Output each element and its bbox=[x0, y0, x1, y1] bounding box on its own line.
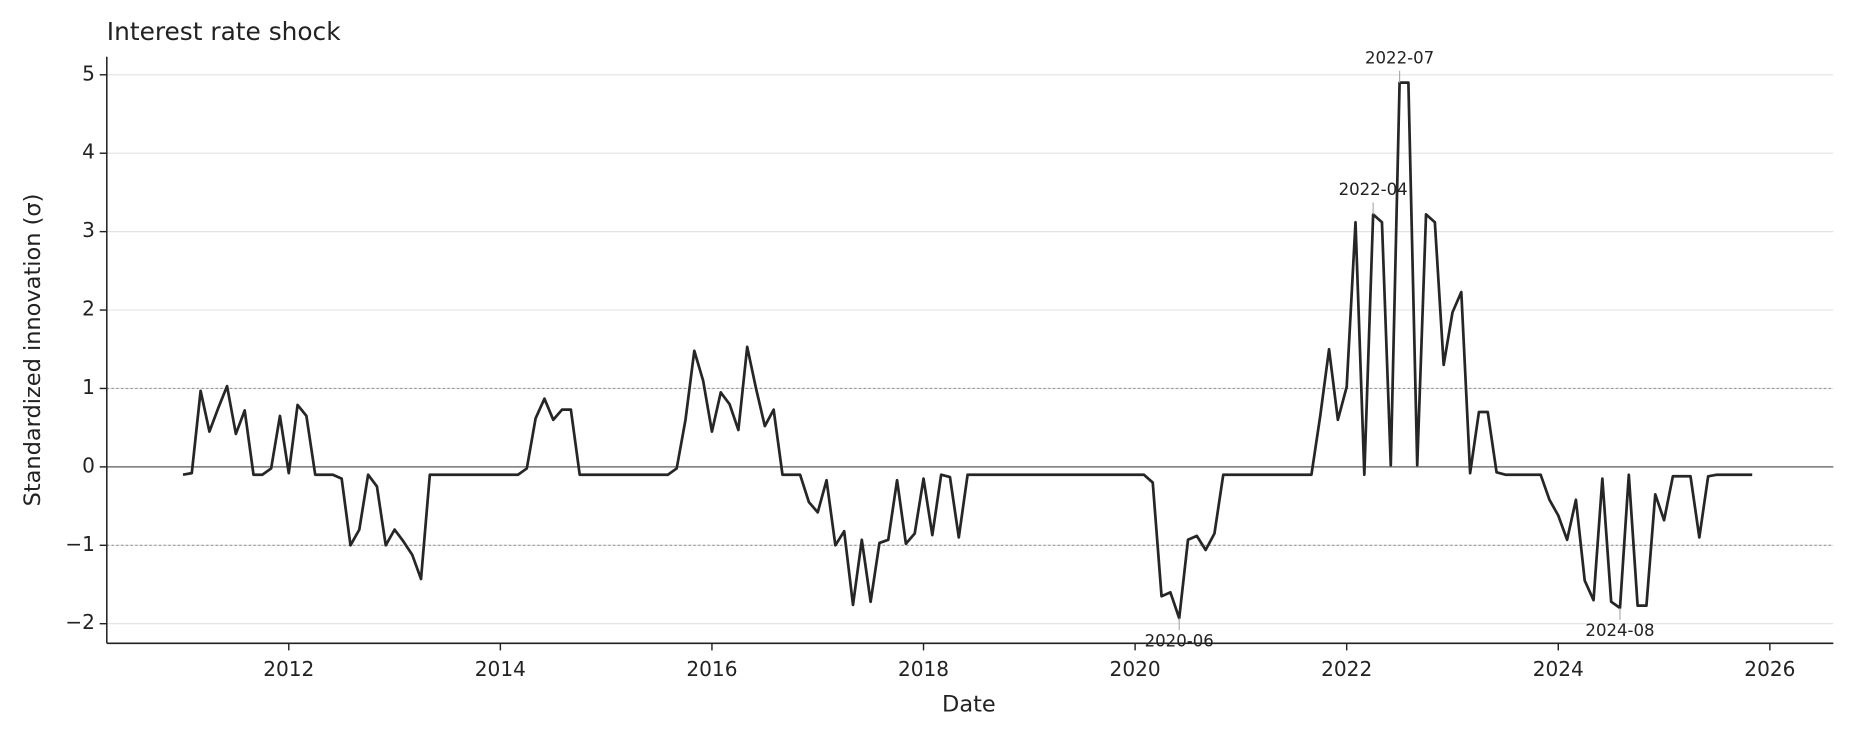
y-axis-label: Standardized innovation (σ) bbox=[20, 194, 46, 507]
y-tick-label: −2 bbox=[65, 610, 95, 634]
y-tick-label: 0 bbox=[82, 453, 95, 477]
x-tick-label: 2022 bbox=[1321, 657, 1372, 681]
x-axis-label: Date bbox=[942, 691, 996, 717]
annotation: 2020-06 bbox=[1145, 631, 1214, 650]
x-tick-label: 2014 bbox=[475, 657, 526, 681]
x-tick-label: 2024 bbox=[1533, 657, 1584, 681]
annotation: 2022-04 bbox=[1339, 180, 1408, 199]
y-tick-label: 2 bbox=[82, 297, 95, 321]
chart-title: Interest rate shock bbox=[107, 17, 341, 46]
y-tick-label: 3 bbox=[82, 218, 95, 242]
y-tick-label: 1 bbox=[82, 375, 95, 399]
y-tick-label: 4 bbox=[82, 140, 95, 164]
x-tick-label: 2016 bbox=[686, 657, 737, 681]
y-tick-label: 5 bbox=[82, 61, 95, 85]
x-tick-label: 2018 bbox=[898, 657, 949, 681]
data-line bbox=[182, 81, 1753, 620]
x-tick-label: 2020 bbox=[1110, 657, 1161, 681]
annotation: 2024-08 bbox=[1585, 621, 1654, 640]
annotation: 2022-07 bbox=[1365, 48, 1434, 67]
x-tick-label: 2026 bbox=[1744, 657, 1795, 681]
y-tick-label: −1 bbox=[65, 532, 95, 556]
x-tick-label: 2012 bbox=[263, 657, 314, 681]
